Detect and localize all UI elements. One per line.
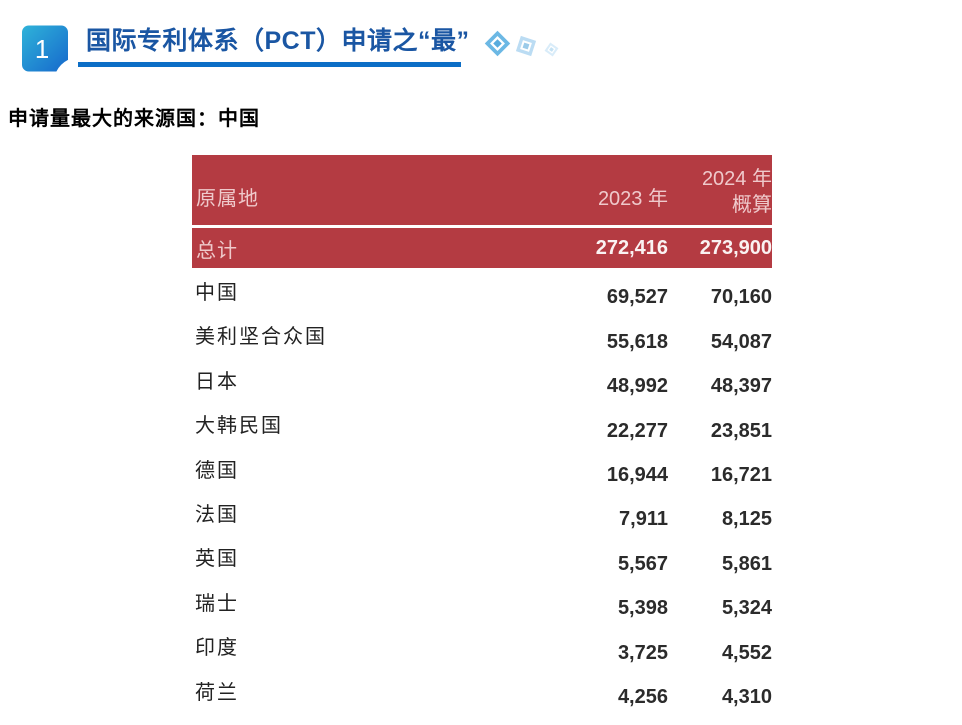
value-2023: 69,527 [606,286,668,309]
section-number-badge: 1 [22,25,106,109]
country-name: 中国 [195,282,239,304]
value-2023: 16,944 [606,463,668,486]
diamond-gem-icon [515,35,537,57]
column-header-2023: 2023 年 [597,188,668,210]
country-name: 日本 [195,370,239,393]
table-row: 英国 5,567 5,861 [192,534,772,578]
diamond-gem-icon [484,30,511,57]
section-title: 国际专利体系（PCT）申请之“最” [86,27,470,55]
table-row: 日本 48,992 48,397 [192,357,772,401]
country-name: 美利坚合众国 [195,326,327,349]
table-body: 中国 69,527 70,160 美利坚合众国 55,618 54,087 日本… [192,268,772,712]
column-header-2024-line1: 2024 年 [701,168,772,190]
title-underline [78,61,461,67]
table-row: 荷兰 4,256 4,310 [192,668,772,712]
diamond-gem-icon [544,42,559,57]
value-2024: 23,851 [710,419,772,442]
badge-background: 1 [22,25,106,109]
page-subtitle: 申请量最大的来源国：中国 [8,108,260,130]
value-2023: 22,277 [606,419,668,442]
value-2023: 5,398 [617,597,668,620]
table-row: 瑞士 5,398 5,324 [192,579,772,623]
value-2024: 4,310 [721,685,772,708]
total-label: 总计 [196,239,238,262]
table-row: 德国 16,944 16,721 [192,446,772,490]
section-header: 1 国际专利体系（PCT）申请之“最” [22,25,559,109]
table-header-row: 原属地 2023 年 2024 年 概算 [192,155,772,225]
column-header-2024-line2: 概算 [732,194,772,216]
value-2023: 3,725 [617,641,668,664]
value-2024: 16,721 [710,463,772,486]
country-name: 英国 [195,548,239,571]
table-total-row: 总计 272,416 273,900 [192,228,772,268]
value-2023: 7,911 [619,508,668,531]
value-2024: 8,125 [721,508,772,531]
value-2023: 55,618 [606,330,668,353]
table-row: 法国 7,911 8,125 [192,490,772,534]
table-row: 中国 69,527 70,160 [192,268,772,312]
value-2024: 5,324 [721,597,772,620]
country-name: 荷兰 [195,681,239,704]
value-2024: 48,397 [710,375,772,398]
value-2023: 48,992 [606,375,668,398]
value-2024: 70,160 [710,286,772,309]
column-header-2024: 2024 年 概算 [668,166,772,225]
value-2023: 5,567 [617,552,668,575]
country-name: 瑞士 [195,592,239,615]
table-row: 美利坚合众国 55,618 54,087 [192,312,772,356]
country-name: 印度 [195,637,239,660]
total-value-2024: 273,900 [699,236,772,259]
pct-origin-table: 原属地 2023 年 2024 年 概算 总计 272,416 273,900 … [192,155,772,712]
total-value-2023: 272,416 [595,236,668,259]
value-2023: 4,256 [617,685,668,708]
title-block: 国际专利体系（PCT）申请之“最” [78,25,470,67]
column-header-origin: 原属地 [196,188,259,210]
badge-number: 1 [35,36,49,64]
value-2024: 54,087 [710,330,772,353]
diamond-decoration [462,28,572,68]
table-row: 印度 3,725 4,552 [192,623,772,667]
table-row: 大韩民国 22,277 23,851 [192,401,772,445]
country-name: 法国 [195,503,239,526]
country-name: 大韩民国 [195,415,283,438]
value-2024: 5,861 [721,552,772,575]
value-2024: 4,552 [721,641,772,664]
country-name: 德国 [195,459,239,482]
